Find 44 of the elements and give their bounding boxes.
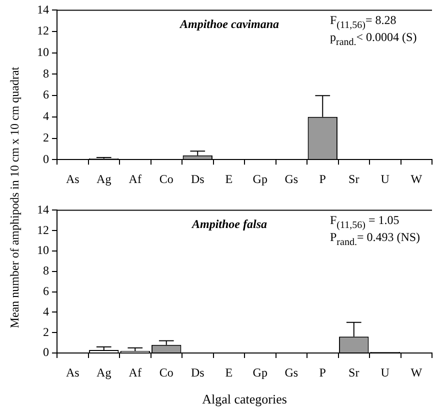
- x-tick-label: Ds: [190, 172, 205, 186]
- x-tick-label: U: [380, 172, 390, 186]
- x-tick-label: Gs: [284, 365, 298, 380]
- x-tick-label: Gp: [252, 172, 268, 186]
- y-tick-label: 0: [43, 345, 49, 360]
- y-tick-label: 4: [43, 109, 49, 124]
- x-tick-label: Af: [128, 172, 142, 186]
- x-tick-label: Sr: [348, 365, 360, 380]
- text: Ampithoe falsa: [190, 217, 268, 232]
- x-tick-label: Gs: [284, 172, 298, 186]
- x-tick-label: P: [319, 365, 326, 380]
- text: Ampithoe cavimana: [179, 17, 279, 32]
- x-tick-label: Co: [159, 365, 174, 380]
- y-tick-label: 12: [37, 24, 49, 38]
- x-tick-label: As: [66, 172, 80, 186]
- x-tick-label: Gp: [252, 365, 268, 380]
- x-tick-label: E: [225, 172, 233, 186]
- y-axis-title: Mean number of amphipods in 10 cm x 10 cm quadrat: [8, 66, 22, 330]
- x-tick-label: P: [319, 172, 326, 186]
- y-tick-label: 8: [43, 264, 49, 278]
- x-tick-label: As: [66, 365, 80, 380]
- y-tick-label: 2: [43, 130, 49, 144]
- x-tick-label: Af: [128, 365, 142, 380]
- x-axis-title: Algal categories: [202, 392, 287, 407]
- y-tick-label: 2: [43, 324, 49, 339]
- x-tick-label: Sr: [348, 172, 360, 186]
- y-tick-label: 12: [37, 222, 49, 237]
- x-tick-label: U: [380, 365, 390, 380]
- x-tick-label: E: [225, 365, 233, 380]
- x-tick-label: W: [410, 172, 423, 186]
- y-tick-label: 4: [43, 304, 49, 318]
- y-tick-label: 10: [37, 45, 49, 60]
- y-tick-label: 14: [37, 2, 49, 16]
- y-tick-label: 8: [43, 66, 49, 80]
- x-tick-label: Ds: [190, 365, 205, 380]
- x-tick-label: W: [410, 365, 423, 380]
- y-tick-label: 10: [37, 243, 49, 258]
- y-tick-label: 0: [43, 152, 49, 166]
- x-tick-label: Ag: [96, 365, 112, 380]
- x-tick-label: Ag: [96, 172, 112, 186]
- x-tick-label: Co: [159, 172, 174, 186]
- y-tick-label: 14: [37, 202, 49, 216]
- y-tick-label: 6: [43, 88, 49, 102]
- y-tick-label: 6: [43, 284, 49, 298]
